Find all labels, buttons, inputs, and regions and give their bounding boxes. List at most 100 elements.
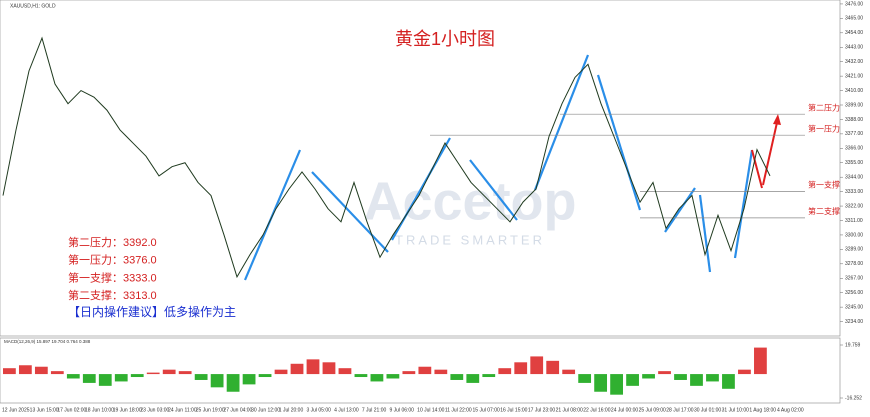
y-tick-label: 3333.00: [845, 189, 863, 195]
level-name: 第一压力: [808, 123, 840, 133]
y-tick-label: 3388.00: [845, 117, 863, 123]
y-tick-label: 3234.00: [845, 319, 863, 325]
macd-bar: [658, 371, 671, 375]
x-tick-label: 22 Jul 16:00: [583, 407, 610, 413]
macd-bar: [306, 359, 320, 375]
x-tick-label: 17 Jun 02:00: [57, 407, 86, 413]
main-panel: [0, 0, 841, 337]
x-tick-label: 19 Jun 18:00: [113, 407, 142, 413]
macd-bar: [242, 374, 256, 385]
x-tick-label: 16 Jul 15:00: [500, 407, 527, 413]
x-tick-label: 28 Jul 17:00: [666, 407, 693, 413]
macd-bar: [546, 360, 560, 375]
y-tick-label: 3344.00: [845, 175, 863, 181]
macd-bar: [642, 374, 655, 379]
y-tick-label: -16.252: [845, 395, 862, 401]
macd-bar: [610, 374, 623, 395]
macd-bar: [82, 374, 96, 383]
macd-bar: [690, 374, 703, 386]
macd-bar: [66, 374, 80, 379]
x-tick-label: 7 Jul 21:00: [362, 407, 387, 413]
y-tick-label: 3421.00: [845, 73, 863, 79]
level-name: 第一支撑: [808, 180, 840, 190]
level-label: 第一压力：3376.0: [68, 253, 157, 267]
x-tick-label: 31 Jul 10:00: [722, 407, 749, 413]
y-tick-label: 3322.00: [845, 203, 863, 209]
level-label: 第二支撑：3313.0: [68, 288, 157, 302]
macd-bar: [562, 369, 576, 375]
x-tick-label: 25 Jul 09:00: [639, 407, 666, 413]
red-arrow: [762, 117, 779, 186]
y-tick-label: 3399.00: [845, 102, 863, 108]
y-tick-label: 19.759: [845, 342, 861, 348]
y-tick-label: 3355.00: [845, 160, 863, 166]
level-label: 第二压力：3392.0: [68, 235, 157, 249]
x-tick-label: 17 Jul 23:00: [528, 407, 555, 413]
x-tick-label: 30 Jun 12:00: [251, 407, 280, 413]
level-name: 第二压力: [808, 102, 840, 112]
trend-arrows: [243, 54, 754, 281]
y-tick-label: 3410.00: [845, 88, 863, 94]
macd-bar: [434, 369, 448, 375]
macd-bar: [370, 374, 384, 382]
y-tick-label: 3465.00: [845, 16, 863, 22]
macd-bar: [706, 374, 719, 382]
x-tick-label: 15 Jul 07:00: [473, 407, 500, 413]
y-tick-label: 3256.00: [845, 290, 863, 296]
y-tick-label: 3267.00: [845, 276, 863, 282]
x-tick-label: 1 Jul 20:00: [279, 407, 304, 413]
macd-bar: [386, 374, 400, 379]
y-tick-label: 3443.00: [845, 45, 863, 51]
x-tick-label: 11 Jul 22:00: [445, 407, 472, 413]
macd-bar: [290, 363, 304, 375]
red-arrow: [751, 149, 763, 189]
macd-bar: [114, 374, 128, 382]
level-name: 第二支撑: [808, 206, 840, 216]
macd-bar: [354, 374, 368, 378]
macd-bar: [130, 374, 144, 378]
x-tick-label: 21 Jul 08:00: [556, 407, 583, 413]
x-tick-label: 10 Jul 14:00: [417, 407, 444, 413]
macd-bar: [450, 374, 464, 380]
macd-bar: [738, 369, 751, 375]
macd-bar: [194, 374, 208, 380]
x-tick-label: 4 Aug 02:00: [777, 407, 804, 413]
macd-bar: [178, 371, 192, 375]
macd-bar: [258, 374, 272, 378]
x-tick-label: 9 Jul 06:00: [390, 407, 415, 413]
y-tick-label: 3366.00: [845, 146, 863, 152]
x-tick-label: 30 Jul 01:00: [694, 407, 721, 413]
y-tick-label: 3245.00: [845, 304, 863, 310]
macd-label: MACD(12,26,9) 15.897 19.704 0.764 0.388: [4, 339, 91, 344]
y-tick-label: 3300.00: [845, 232, 863, 238]
x-tick-label: 27 Jun 04:00: [223, 407, 252, 413]
macd-bar: [498, 368, 512, 375]
macd-bar: [98, 374, 112, 386]
price-line: [2, 36, 771, 279]
x-tick-label: 23 Jun 03:00: [140, 407, 169, 413]
macd-bar: [514, 362, 528, 375]
macd-bar: [402, 371, 416, 375]
y-tick-label: 3454.00: [845, 30, 863, 36]
y-tick-label: 3432.00: [845, 59, 863, 65]
x-tick-label: 12 Jun 2025: [2, 407, 30, 413]
x-tick-label: 4 Jul 13:00: [334, 407, 359, 413]
macd-bar: [466, 374, 480, 383]
symbol-header: XAUUSD,H1: GOLD: [10, 3, 56, 9]
x-tick-label: 24 Jul 00:00: [611, 407, 638, 413]
chart-title: 黄金1小时图: [395, 29, 495, 49]
macd-bar: [418, 366, 432, 375]
x-tick-label: 24 Jun 11:00: [168, 407, 197, 413]
y-tick-label: 3377.00: [845, 131, 863, 137]
macd-bar: [274, 369, 288, 375]
x-tick-label: 1 Aug 18:00: [749, 407, 776, 413]
macd-bar: [226, 374, 240, 392]
macd-bar: [626, 374, 639, 386]
y-tick-label: 3289.00: [845, 247, 863, 253]
macd-bar: [162, 369, 176, 375]
macd-bar: [754, 347, 767, 375]
macd-bar: [18, 365, 32, 375]
macd-bar: [530, 356, 544, 375]
macd-bar: [3, 368, 16, 375]
